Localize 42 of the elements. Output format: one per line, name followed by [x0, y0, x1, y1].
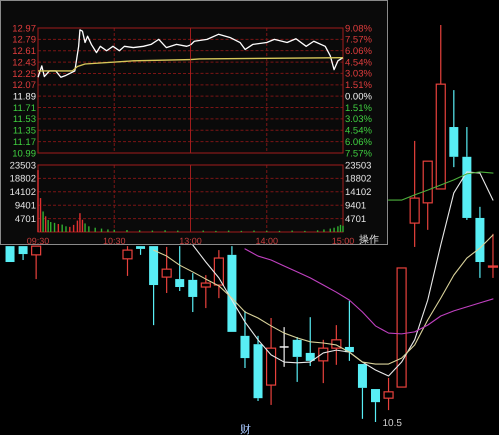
x-tick-label: 15:00 [332, 236, 354, 246]
y-tick-label: 9401 [345, 200, 366, 212]
annotation: 10.5 [382, 418, 402, 429]
text: 财 [240, 423, 251, 435]
annotation: 操作 [359, 234, 379, 246]
y-tick-label: 4701 [345, 214, 366, 225]
y-tick-label: 23503 [345, 160, 372, 172]
y-tick-label: 14102 [10, 187, 36, 198]
y2-tick-label: 4.54% [345, 126, 372, 137]
y-tick-label: 11.89 [12, 91, 36, 102]
x-tick-label: 09:30 [26, 236, 50, 246]
y2-tick-label: 3.03% [345, 114, 372, 126]
y-tick-label: 11.53 [12, 114, 36, 126]
y2-tick-label: 7.57% [345, 148, 372, 160]
y-tick-label: 12.07 [12, 80, 36, 92]
y2-tick-label: 6.06% [345, 46, 372, 57]
y2-tick-label: 4.54% [345, 57, 372, 68]
y-tick-label: 10.99 [12, 148, 36, 160]
y-tick-label: 23503 [10, 160, 36, 172]
y-tick-label: 12.25 [12, 68, 36, 80]
x-tick-label: 10:30 [102, 236, 126, 246]
y-tick-label: 11.17 [12, 136, 36, 148]
y2-tick-label: 3.03% [345, 68, 372, 80]
y-tick-label: 18802 [345, 174, 372, 185]
y2-tick-label: 1.51% [345, 102, 372, 114]
y-tick-label: 9401 [14, 200, 36, 212]
y-tick-label: 14102 [345, 187, 372, 198]
y-tick-label: 11.35 [12, 126, 36, 137]
y-tick-label: 18802 [10, 174, 36, 185]
y-tick-label: 12.43 [12, 57, 36, 68]
y-tick-label: 4701 [14, 214, 36, 225]
y2-tick-label: 0.00% [345, 91, 372, 102]
y2-tick-label: 7.57% [345, 34, 372, 46]
y-tick-label: 12.97 [12, 23, 36, 34]
y-tick-label: 11.71 [12, 102, 36, 114]
y2-tick-label: 9.08% [345, 23, 372, 34]
x-tick-label: 14:00 [255, 236, 278, 246]
y2-tick-label: 1.51% [345, 80, 372, 92]
x-tick-label: 13:00 [179, 236, 202, 246]
y-tick-label: 12.79 [12, 34, 36, 46]
y2-tick-label: 6.06% [345, 136, 372, 148]
y-tick-label: 12.61 [12, 46, 36, 58]
